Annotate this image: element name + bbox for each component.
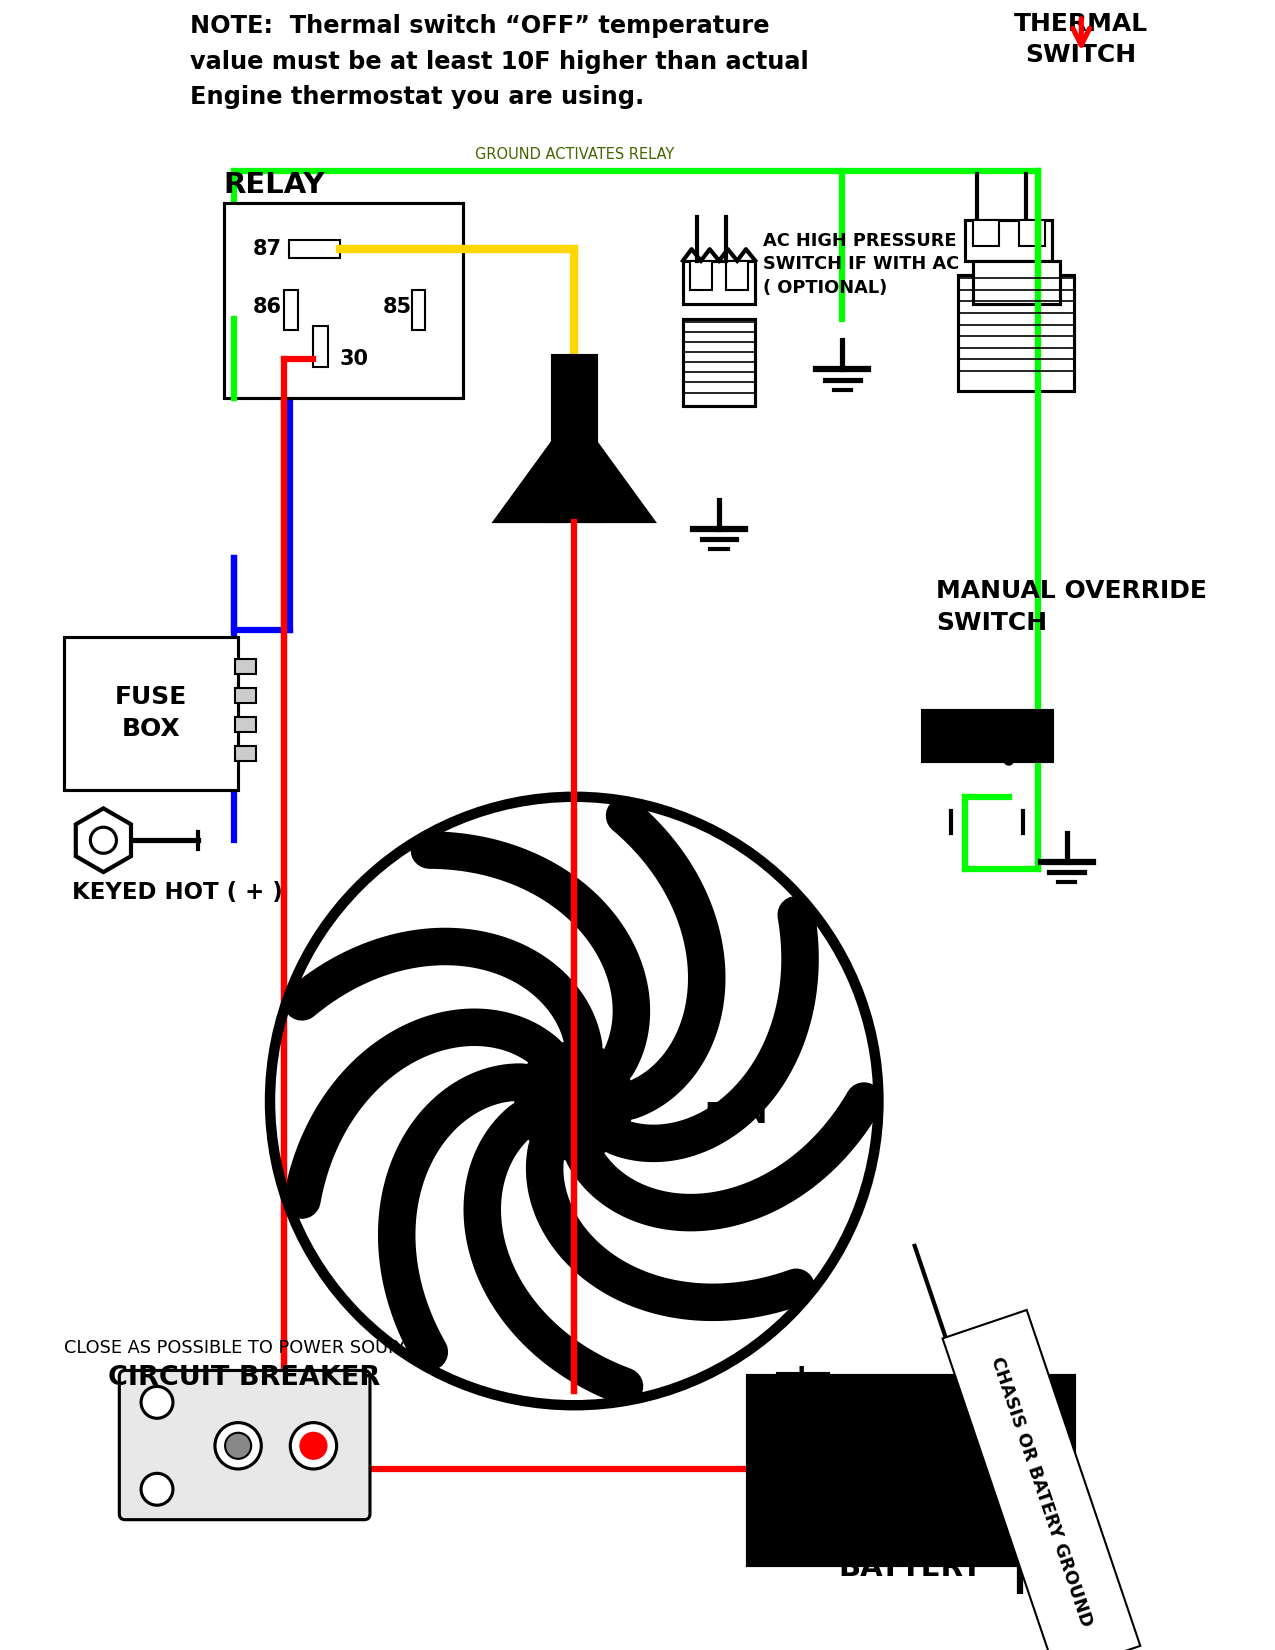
Bar: [683, 318, 755, 406]
Bar: [958, 276, 1074, 391]
Circle shape: [291, 1422, 337, 1468]
Bar: [314, 327, 328, 366]
Text: CHASIS OR BATERY GROUND: CHASIS OR BATERY GROUND: [987, 1355, 1095, 1630]
Polygon shape: [75, 808, 131, 873]
FancyBboxPatch shape: [120, 1371, 370, 1520]
Text: CIRCUIT BREAKER: CIRCUIT BREAKER: [108, 1365, 380, 1391]
Text: THERMAL
SWITCH: THERMAL SWITCH: [1014, 12, 1149, 68]
Bar: [973, 261, 1060, 304]
Circle shape: [516, 1043, 632, 1158]
Text: RELAY: RELAY: [223, 172, 325, 200]
Text: MANUAL OVERRIDE
SWITCH: MANUAL OVERRIDE SWITCH: [936, 579, 1207, 635]
Bar: [546, 505, 603, 521]
Text: BATTERY: BATTERY: [838, 1554, 983, 1582]
Bar: [552, 355, 595, 442]
Circle shape: [215, 1422, 261, 1468]
Circle shape: [91, 827, 116, 853]
Bar: [289, 241, 339, 257]
Text: GROUND ACTIVATES RELAY: GROUND ACTIVATES RELAY: [474, 147, 674, 162]
Text: 85: 85: [382, 297, 412, 317]
Bar: [922, 710, 1052, 761]
Circle shape: [301, 1432, 326, 1459]
Bar: [546, 482, 603, 500]
Bar: [994, 1373, 1046, 1391]
Bar: [690, 261, 711, 290]
Text: KEYED HOT ( + ): KEYED HOT ( + ): [71, 881, 282, 904]
Circle shape: [142, 1473, 173, 1505]
Text: +: +: [785, 1361, 817, 1398]
Bar: [776, 1373, 827, 1391]
Text: AC HIGH PRESSURE
SWITCH IF WITH AC
( OPTIONAL): AC HIGH PRESSURE SWITCH IF WITH AC ( OPT…: [762, 231, 959, 297]
Bar: [1019, 219, 1046, 246]
Bar: [235, 688, 255, 703]
Bar: [223, 203, 463, 398]
Bar: [727, 261, 748, 290]
Text: NOTE:  Thermal switch “OFF” temperature
value must be at least 10F higher than a: NOTE: Thermal switch “OFF” temperature v…: [190, 15, 810, 109]
Text: CLOSE AS POSSIBLE TO POWER SOURCE: CLOSE AS POSSIBLE TO POWER SOURCE: [65, 1338, 423, 1356]
Circle shape: [530, 1058, 617, 1145]
Bar: [965, 219, 1052, 261]
Circle shape: [142, 1386, 173, 1419]
Bar: [748, 1376, 1074, 1564]
Circle shape: [519, 1046, 630, 1157]
Bar: [235, 746, 255, 761]
Circle shape: [226, 1432, 251, 1459]
Text: FAN: FAN: [705, 1102, 768, 1130]
Bar: [284, 290, 297, 330]
Polygon shape: [495, 442, 654, 521]
Text: FUSE
BOX: FUSE BOX: [115, 685, 187, 741]
Bar: [235, 718, 255, 731]
Text: 87: 87: [252, 239, 282, 259]
Bar: [683, 261, 755, 304]
Text: −: −: [1005, 1361, 1037, 1398]
Bar: [412, 290, 425, 330]
Bar: [235, 658, 255, 673]
Bar: [64, 637, 238, 790]
Bar: [973, 219, 998, 246]
Text: 86: 86: [252, 297, 282, 317]
Text: 30: 30: [339, 350, 368, 370]
